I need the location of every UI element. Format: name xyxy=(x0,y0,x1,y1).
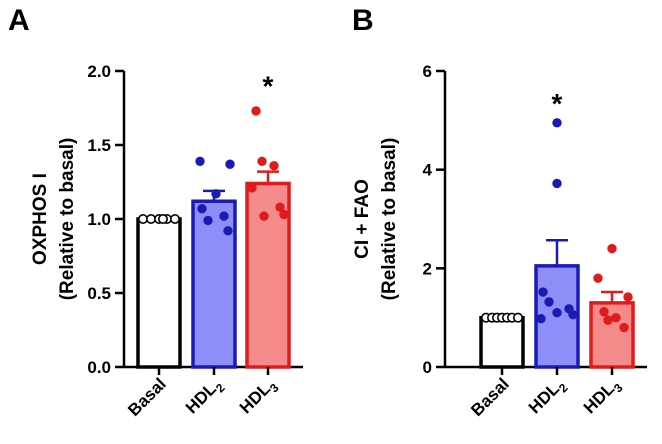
data-point xyxy=(275,202,285,212)
data-point xyxy=(146,214,157,225)
category-label: HDL3 xyxy=(580,374,626,420)
data-point xyxy=(223,226,233,236)
data-point xyxy=(219,211,229,221)
data-point xyxy=(512,312,523,323)
data-point xyxy=(197,203,207,214)
category-label: HDL3 xyxy=(236,374,282,420)
y-tick-label: 2 xyxy=(423,259,432,278)
y-tick-label: 0 xyxy=(423,358,432,377)
category-label: HDL2 xyxy=(182,374,228,420)
panel-a: A OXPHOS I (Relative to basal) 0.0 0.5 1.0 1.5… xyxy=(8,4,303,420)
panel-letter: A xyxy=(8,4,30,37)
data-point xyxy=(603,315,613,325)
data-point xyxy=(225,159,235,169)
data-point xyxy=(611,312,621,323)
data-point xyxy=(211,189,221,199)
significance-asterisk: * xyxy=(552,88,563,119)
data-point xyxy=(619,322,629,333)
data-point xyxy=(170,214,181,225)
y-tick-label: 4 xyxy=(423,161,433,180)
data-point xyxy=(247,183,257,193)
bar xyxy=(136,217,182,369)
y-tick-label: 1.5 xyxy=(87,136,111,155)
data-point xyxy=(536,313,546,324)
y-tick-label: 0.0 xyxy=(87,358,111,377)
data-point xyxy=(538,287,548,297)
bar xyxy=(589,301,635,369)
data-point xyxy=(552,178,562,189)
data-point xyxy=(203,215,213,226)
bar xyxy=(191,199,237,369)
significance-asterisk: * xyxy=(263,70,274,101)
data-point xyxy=(269,161,279,171)
category-label: HDL2 xyxy=(525,374,571,420)
y-tick-label: 6 xyxy=(423,62,432,81)
data-point xyxy=(257,156,267,166)
data-point xyxy=(593,273,603,283)
bar xyxy=(479,315,525,369)
data-point xyxy=(138,214,149,225)
category-label-text: Basal xyxy=(467,374,513,420)
y-tick-label: 1.0 xyxy=(87,210,111,229)
y-tick-label: 2.0 xyxy=(87,62,111,81)
data-point xyxy=(607,243,617,254)
panel-b: B CI + FAO (Relative to basal) 0 2 4 6 Basal HDL… xyxy=(352,4,647,420)
data-point xyxy=(552,308,562,318)
y-tick-label: 0.5 xyxy=(87,284,111,303)
data-point xyxy=(568,310,578,320)
data-point xyxy=(195,156,205,166)
data-point xyxy=(158,214,169,225)
data-point xyxy=(552,118,562,128)
category-label: Basal xyxy=(467,374,513,420)
y-axis-label: OXPHOS I xyxy=(30,173,51,265)
data-point xyxy=(599,307,609,317)
y-axis-label: CI + FAO xyxy=(352,179,373,259)
data-point xyxy=(251,106,261,116)
data-point xyxy=(279,209,289,220)
data-point xyxy=(259,211,269,221)
y-axis-label-units: (Relative to basal) xyxy=(57,138,78,301)
panel-letter: B xyxy=(352,4,374,37)
category-label: Basal xyxy=(124,374,170,420)
category-label-text: Basal xyxy=(124,374,170,420)
y-axis-label-units: (Relative to basal) xyxy=(379,138,400,301)
data-point xyxy=(623,292,633,302)
data-point xyxy=(544,297,554,307)
